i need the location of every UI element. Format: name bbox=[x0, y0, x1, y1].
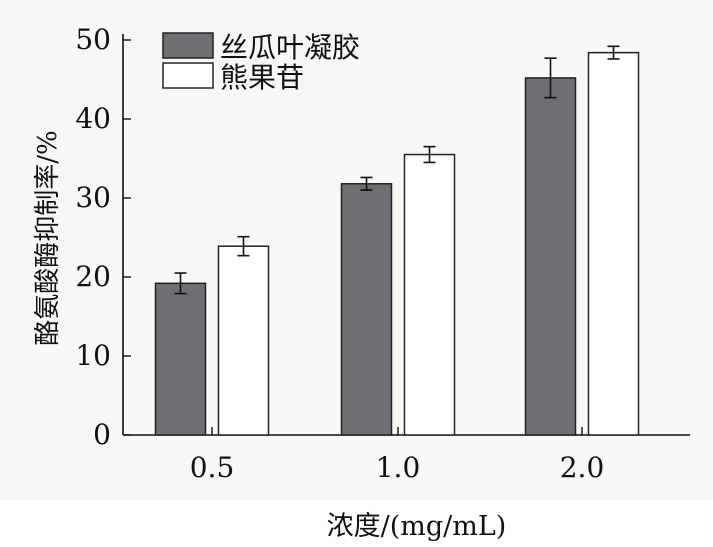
legend: 丝瓜叶凝胶 熊果苷 bbox=[162, 31, 360, 94]
bar-series-2 bbox=[403, 153, 456, 436]
y-tick-label: 50 bbox=[75, 23, 111, 56]
x-axis-label: 浓度/(mg/mL) bbox=[326, 511, 507, 542]
y-tick-label: 20 bbox=[75, 260, 111, 293]
y-tick-label: 0 bbox=[93, 418, 111, 451]
y-axis-label: 酪氨酸酶抑制率/% bbox=[33, 130, 63, 345]
x-tick-label: 1.0 bbox=[376, 451, 421, 484]
x-tick-label: 0.5 bbox=[190, 451, 235, 484]
bar-series-1 bbox=[340, 183, 393, 436]
bar-chart: 酪氨酸酶抑制率/% 0 10 20 30 40 50 0.5 1.0 2.0 丝瓜叶凝胶 熊果苷 bbox=[33, 23, 690, 484]
legend-label-series-2: 熊果苷 bbox=[220, 61, 304, 94]
chart-panel: 酪氨酸酶抑制率/% 0 10 20 30 40 50 0.5 1.0 2.0 丝瓜叶凝胶 熊果苷 bbox=[33, 23, 690, 484]
legend-swatch-series-2 bbox=[162, 62, 214, 89]
legend-label-series-1: 丝瓜叶凝胶 bbox=[220, 31, 360, 64]
y-tick-label: 30 bbox=[75, 181, 111, 214]
legend-swatch-series-1 bbox=[162, 32, 214, 59]
bar-series-1 bbox=[154, 282, 207, 436]
y-tick-label: 40 bbox=[75, 102, 111, 135]
y-tick-label: 10 bbox=[75, 339, 111, 372]
plot-area: 0 10 20 30 40 50 0.5 1.0 2.0 bbox=[75, 23, 690, 484]
x-tick-label: 2.0 bbox=[560, 451, 605, 484]
bar-series-2 bbox=[217, 245, 270, 436]
bar-series-1 bbox=[524, 77, 577, 436]
bar-series-2 bbox=[587, 51, 640, 436]
